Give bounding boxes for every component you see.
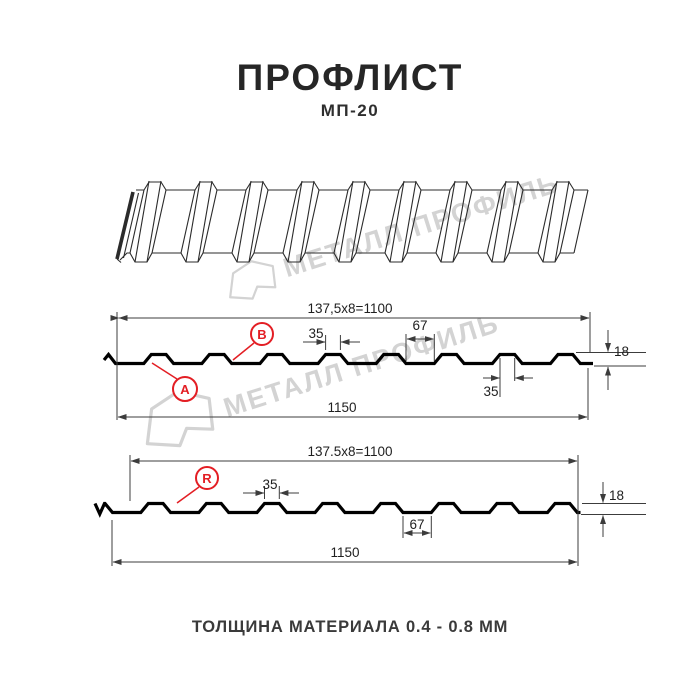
- crest-bottom-dim-label: 35: [483, 384, 498, 399]
- page-title: ПРОФЛИСТ: [237, 57, 464, 98]
- sheet-3d-left-line: [122, 192, 140, 259]
- page-subtitle: МП-20: [321, 101, 379, 120]
- overall-dim-label: 1150: [330, 545, 359, 560]
- sheet-3d-left-edge: [115, 191, 135, 260]
- overall-dim-label: 1150: [327, 400, 356, 415]
- side-label-r: R: [202, 471, 212, 486]
- sheet-3d-far-edge: [136, 181, 588, 191]
- reverse-profile-outline: [93, 501, 581, 518]
- callout-leader-b: [232, 342, 255, 361]
- callout-leader-a: [151, 362, 178, 380]
- material-thickness-note: ТОЛЩИНА МАТЕРИАЛА 0.4 - 0.8 ММ: [192, 618, 508, 636]
- sheet-3d-view: [115, 180, 589, 263]
- brand-logo-icon: [229, 260, 277, 300]
- side-label-a: A: [180, 382, 190, 397]
- brand-logo-icon: [145, 389, 215, 448]
- valley-width-dim-label: 67: [412, 318, 427, 333]
- sheet-3d-left-fold: [116, 258, 122, 263]
- front-profile-outline: [102, 351, 593, 366]
- callout-leader-r: [176, 486, 200, 504]
- height-dim-label: 18: [609, 488, 624, 503]
- callout-circle-b: [250, 322, 274, 346]
- pitch-dim-label: 137.5x8=1100: [308, 444, 393, 459]
- valley-width-dim-label: 67: [409, 517, 424, 532]
- callout-circle-r: [195, 466, 219, 490]
- callout-circle-a: [172, 376, 198, 402]
- height-dim-label: 18: [614, 344, 629, 359]
- reverse-profile-section: 137.5x8=1100 35 67 18 1150 R: [93, 444, 646, 566]
- crest-width-dim-label: 35: [308, 326, 323, 341]
- front-profile-section: 137,5x8=1100 35 67 18 35 1150: [102, 301, 646, 420]
- crest-width-dim-label: 35: [262, 477, 277, 492]
- sheet-3d-right-edge: [573, 189, 589, 254]
- pitch-dim-label: 137,5x8=1100: [308, 301, 393, 316]
- side-label-b: B: [257, 327, 266, 342]
